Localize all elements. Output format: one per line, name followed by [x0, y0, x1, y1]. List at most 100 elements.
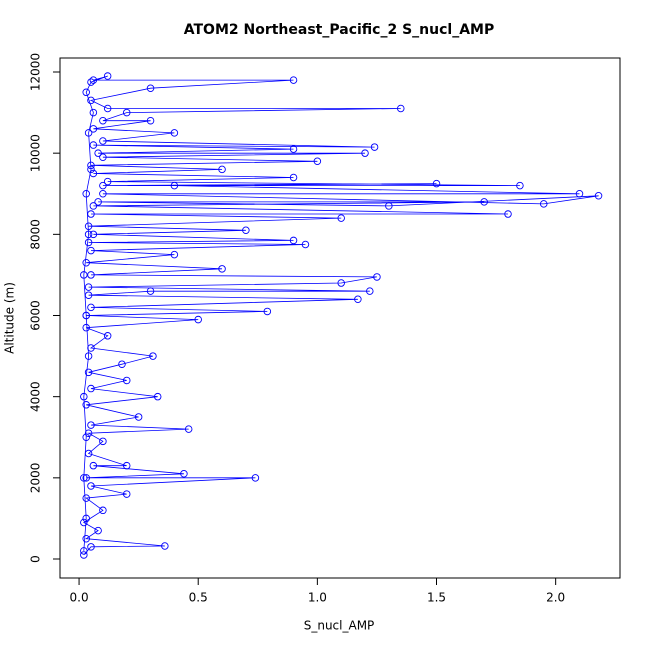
data-point: [99, 506, 107, 515]
data-point: [194, 315, 202, 324]
data-point: [504, 210, 512, 218]
data-point: [289, 76, 298, 84]
data-point: [103, 104, 112, 113]
y-tick-label: 12000: [29, 53, 43, 91]
data-point: [87, 344, 95, 352]
data-point: [84, 449, 93, 458]
data-point: [84, 352, 93, 360]
y-tick-label: 8000: [29, 219, 43, 250]
data-point: [87, 421, 95, 429]
data-point: [89, 169, 98, 178]
y-tick-label: 4000: [29, 381, 43, 412]
data-point: [516, 181, 524, 190]
data-point: [94, 198, 102, 206]
data-point: [313, 157, 322, 166]
data-point: [87, 543, 95, 551]
data-point: [87, 161, 95, 170]
data-point: [82, 401, 90, 409]
data-point: [385, 202, 393, 210]
data-point: [146, 116, 155, 125]
data-point: [370, 143, 379, 151]
data-point: [366, 287, 374, 295]
data-point: [87, 78, 95, 86]
data-point: [103, 72, 112, 80]
y-tick-label: 6000: [29, 300, 43, 331]
data-point: [263, 307, 272, 316]
data-point: [103, 332, 112, 340]
y-tick-label: 2000: [29, 463, 43, 494]
data-point: [361, 149, 369, 157]
data-point: [480, 198, 488, 206]
data-point: [134, 413, 143, 421]
data-point: [82, 433, 90, 442]
data-point: [84, 368, 93, 377]
data-point: [80, 551, 88, 559]
data-point: [84, 283, 93, 291]
data-point: [575, 190, 584, 198]
data-point: [89, 108, 98, 117]
data-point: [539, 200, 548, 208]
data-point: [87, 165, 95, 174]
data-point: [89, 230, 98, 239]
x-tick-label: 1.5: [427, 591, 446, 605]
data-point: [180, 470, 188, 478]
data-point: [82, 474, 90, 482]
data-point: [82, 311, 90, 320]
x-tick-label: 0.0: [70, 591, 89, 605]
data-point: [161, 542, 169, 550]
data-point: [80, 547, 88, 555]
data-point: [289, 173, 298, 182]
y-axis-label: Altitude (m): [3, 282, 17, 354]
data-point: [84, 222, 93, 230]
data-point: [89, 461, 98, 470]
data-point: [99, 116, 107, 125]
data-point: [99, 153, 107, 161]
plot-frame: [59, 57, 621, 579]
data-point: [82, 88, 90, 97]
data-point: [87, 271, 95, 279]
data-point: [94, 149, 102, 157]
data-point: [99, 181, 107, 190]
data-point: [242, 226, 250, 235]
data-point: [251, 474, 260, 482]
data-point: [87, 210, 95, 218]
data-point: [289, 145, 298, 153]
data-point: [354, 295, 362, 304]
data-point: [89, 141, 98, 149]
data-point: [87, 96, 95, 105]
data-point: [122, 461, 131, 470]
data-point: [82, 494, 90, 502]
data-point: [397, 104, 405, 113]
data-point: [80, 392, 88, 401]
data-point: [84, 129, 93, 137]
data-point: [82, 323, 90, 332]
data-point: [149, 352, 157, 360]
data-point: [122, 108, 131, 117]
data-point: [153, 392, 162, 401]
data-point: [82, 514, 90, 523]
data-point: [146, 84, 155, 92]
data-point: [84, 238, 93, 247]
data-point: [80, 271, 88, 279]
data-point: [337, 279, 345, 287]
data-point: [122, 376, 131, 385]
data-point: [99, 437, 107, 446]
data-point: [87, 384, 95, 393]
data-point: [84, 230, 93, 239]
data-point: [594, 192, 603, 200]
data-point: [80, 518, 88, 527]
data-point: [184, 425, 193, 433]
x-axis-label: S_nucl_AMP: [304, 619, 375, 633]
data-point: [432, 179, 441, 188]
data-point: [87, 482, 95, 490]
data-point: [289, 236, 298, 245]
x-tick-label: 1.0: [308, 591, 327, 605]
y-tick-label: 10000: [29, 134, 43, 172]
data-point: [94, 526, 102, 535]
data-point: [89, 76, 98, 84]
data-point: [89, 125, 98, 133]
data-point: [82, 258, 90, 267]
data-point: [87, 246, 95, 255]
